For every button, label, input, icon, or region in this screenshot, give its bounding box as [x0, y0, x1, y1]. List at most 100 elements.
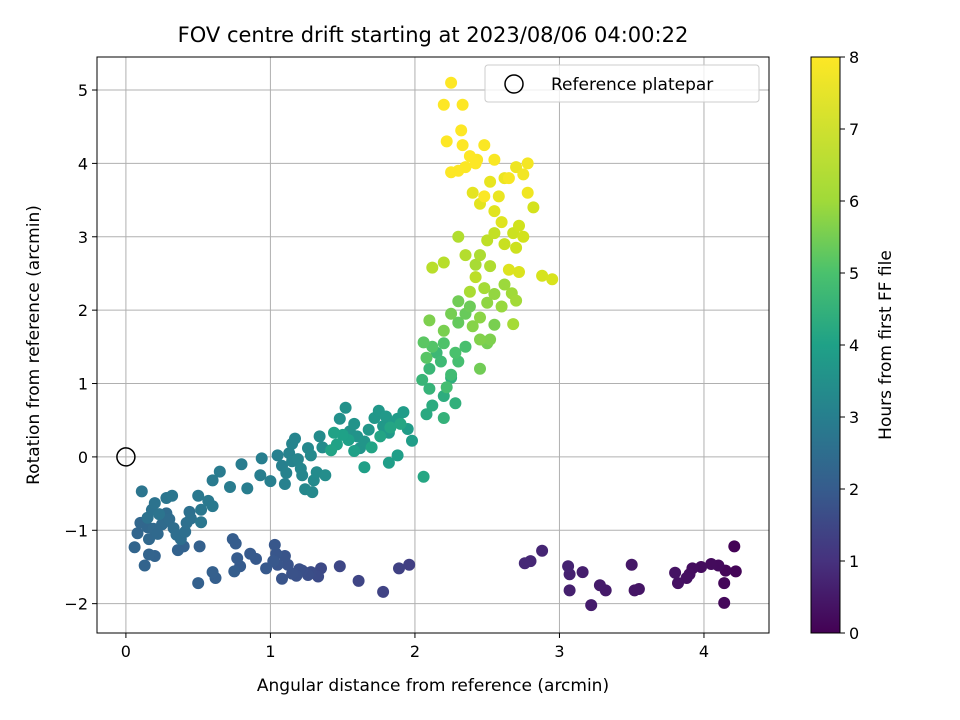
data-point [423, 362, 436, 375]
data-point [434, 355, 447, 368]
legend-entry-reference-platepar: Reference platepar [551, 75, 713, 95]
data-point [669, 566, 682, 579]
data-point [729, 565, 742, 578]
data-point [456, 139, 469, 152]
data-point [228, 565, 241, 578]
data-point [264, 475, 277, 488]
data-point [445, 76, 458, 89]
reference-platepar-marker [116, 447, 136, 467]
data-point [718, 577, 731, 590]
data-point [466, 320, 479, 333]
data-point [625, 558, 638, 571]
data-point [437, 337, 450, 350]
colorbar-label: Hours from first FF file [876, 250, 896, 440]
colorbar-ticks: 0 1 2 3 4 5 6 7 8 [840, 48, 859, 643]
data-point [481, 234, 494, 247]
data-point [521, 157, 534, 170]
data-point [184, 512, 197, 525]
data-point [192, 489, 205, 502]
data-point [527, 201, 540, 214]
data-point [440, 135, 453, 148]
data-point [420, 408, 433, 421]
x-tick-label: 3 [554, 642, 564, 661]
data-point [397, 406, 410, 419]
y-tick-label: 2 [78, 301, 88, 320]
data-point [319, 469, 332, 482]
data-point [131, 527, 144, 540]
data-point [193, 540, 206, 553]
data-point [445, 166, 458, 179]
data-point [231, 552, 244, 565]
data-point [478, 282, 491, 295]
scatter-points [128, 76, 742, 612]
chart-title: FOV centre drift starting at 2023/08/06 … [178, 23, 689, 47]
data-point [437, 98, 450, 111]
data-point [291, 453, 304, 466]
data-point [510, 294, 523, 307]
data-point [416, 373, 429, 386]
data-point [498, 278, 511, 291]
data-point [510, 161, 523, 174]
data-point [195, 516, 208, 529]
data-point [280, 467, 293, 479]
x-axis-ticks: 0 1 2 3 4 [121, 633, 709, 661]
data-point [478, 190, 491, 203]
data-point [437, 324, 450, 337]
data-point [260, 562, 273, 575]
data-point [313, 430, 326, 443]
data-point [224, 481, 236, 493]
data-point [492, 190, 505, 203]
data-point [518, 557, 531, 570]
data-point [362, 423, 375, 436]
data-point [352, 574, 365, 587]
legend-box [484, 64, 760, 103]
data-point [728, 540, 741, 553]
data-point [495, 216, 508, 229]
data-point [417, 470, 430, 483]
data-point [206, 566, 219, 579]
data-point [449, 346, 462, 359]
data-point [463, 285, 476, 298]
data-point [384, 421, 397, 434]
legend-marker [504, 74, 524, 94]
data-point [306, 486, 319, 499]
colorbar-tick-label: 5 [849, 264, 859, 283]
data-point [502, 172, 515, 185]
data-point [358, 461, 371, 474]
data-point [192, 577, 205, 590]
data-point [484, 260, 497, 273]
x-tick-label: 4 [699, 642, 709, 661]
data-point [365, 441, 378, 454]
data-point [333, 560, 346, 573]
colorbar-tick-label: 7 [849, 120, 859, 139]
data-point [148, 497, 161, 510]
data-point [267, 555, 280, 568]
data-point [474, 362, 486, 375]
data-point [546, 273, 559, 286]
data-point [135, 485, 148, 498]
data-point [304, 449, 317, 462]
colorbar-tick-label: 6 [849, 192, 859, 211]
y-tick-label: −1 [64, 521, 88, 540]
data-point [585, 599, 598, 612]
y-tick-label: 4 [78, 154, 88, 173]
data-point [593, 579, 606, 592]
data-point [195, 503, 208, 516]
data-point [478, 139, 491, 152]
data-point [466, 186, 479, 199]
y-axis-label: Rotation from reference (arcmin) [24, 205, 44, 485]
plot-frame [96, 56, 770, 634]
data-point [437, 412, 450, 424]
data-point [271, 449, 284, 462]
data-point [348, 417, 361, 430]
data-point [417, 336, 430, 349]
data-point [452, 316, 465, 329]
x-axis-label: Angular distance from reference (arcmin) [257, 676, 609, 696]
data-point [213, 465, 226, 478]
data-point [420, 351, 433, 364]
data-point [628, 584, 641, 597]
data-point [481, 296, 494, 309]
data-point [536, 269, 549, 282]
data-point [672, 577, 684, 590]
